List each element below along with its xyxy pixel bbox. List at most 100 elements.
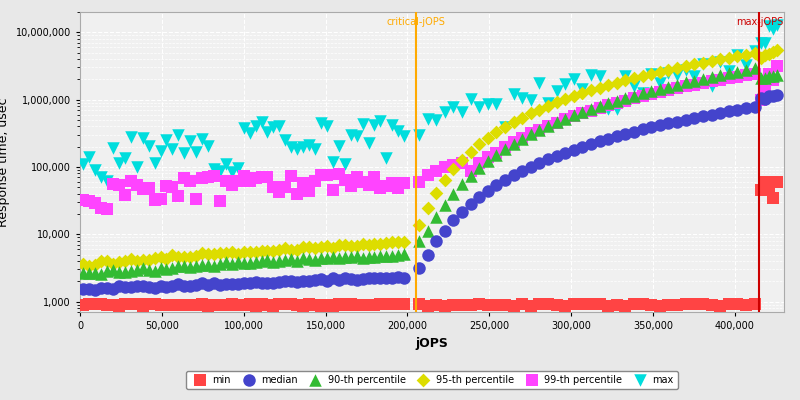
95-th percentile	[413, 222, 426, 228]
90-th percentile	[670, 81, 683, 88]
90-th percentile	[386, 252, 398, 259]
max	[602, 105, 614, 112]
median	[321, 278, 334, 284]
max	[585, 72, 598, 78]
median	[125, 284, 138, 290]
95-th percentile	[362, 241, 375, 248]
90-th percentile	[585, 106, 598, 112]
95-th percentile	[333, 242, 346, 248]
99-th percentile	[178, 175, 190, 182]
max	[113, 160, 126, 167]
90-th percentile	[214, 261, 226, 267]
90-th percentile	[602, 100, 614, 106]
max	[219, 161, 232, 168]
median	[297, 278, 310, 284]
95-th percentile	[356, 241, 369, 247]
min	[430, 302, 442, 308]
max	[567, 76, 580, 82]
90-th percentile	[297, 255, 310, 262]
median	[368, 274, 381, 281]
median	[754, 95, 767, 101]
90-th percentile	[184, 264, 197, 270]
max	[309, 146, 322, 152]
95-th percentile	[636, 73, 649, 79]
95-th percentile	[238, 248, 250, 255]
99-th percentile	[344, 183, 357, 189]
99-th percentile	[447, 162, 460, 168]
max	[321, 123, 334, 129]
max	[610, 106, 623, 112]
95-th percentile	[507, 119, 520, 125]
min	[754, 187, 767, 194]
min	[255, 301, 268, 308]
max	[542, 100, 554, 106]
95-th percentile	[261, 248, 274, 255]
min	[421, 302, 434, 309]
90-th percentile	[190, 262, 202, 269]
median	[309, 276, 322, 283]
median	[374, 275, 386, 281]
max	[654, 80, 666, 86]
max	[636, 89, 649, 96]
min	[516, 301, 529, 307]
median	[670, 118, 683, 125]
min	[654, 302, 666, 309]
max	[196, 136, 209, 142]
95-th percentile	[142, 257, 155, 264]
median	[763, 93, 776, 100]
max	[160, 137, 173, 143]
median	[421, 252, 434, 258]
95-th percentile	[464, 148, 477, 155]
99-th percentile	[309, 178, 322, 184]
90-th percentile	[125, 268, 138, 274]
max	[226, 169, 238, 176]
min	[731, 301, 744, 307]
min	[261, 302, 274, 309]
90-th percentile	[763, 72, 776, 79]
median	[101, 285, 114, 292]
min	[670, 302, 683, 308]
max	[238, 125, 250, 131]
median	[350, 277, 363, 283]
99-th percentile	[679, 83, 692, 90]
95-th percentile	[767, 49, 780, 55]
95-th percentile	[148, 255, 161, 262]
min	[413, 300, 426, 307]
min	[89, 301, 102, 307]
95-th percentile	[285, 246, 298, 253]
95-th percentile	[455, 156, 468, 163]
90-th percentile	[748, 65, 761, 72]
90-th percentile	[576, 109, 589, 115]
95-th percentile	[243, 249, 256, 256]
max	[362, 140, 375, 147]
min	[208, 302, 221, 308]
median	[338, 275, 351, 281]
median	[202, 282, 214, 288]
max	[688, 73, 701, 79]
95-th percentile	[231, 250, 244, 257]
90-th percentile	[594, 103, 606, 109]
95-th percentile	[705, 58, 718, 64]
90-th percentile	[250, 258, 262, 265]
min	[250, 302, 262, 309]
min	[77, 302, 90, 308]
90-th percentile	[106, 267, 119, 273]
min	[533, 300, 546, 307]
90-th percentile	[542, 123, 554, 129]
max	[314, 120, 327, 126]
90-th percentile	[243, 260, 256, 266]
90-th percentile	[628, 92, 641, 99]
90-th percentile	[166, 265, 179, 271]
max	[184, 138, 197, 144]
min	[763, 187, 776, 194]
max	[94, 174, 107, 180]
95-th percentile	[542, 103, 554, 109]
median	[333, 277, 346, 283]
median	[291, 279, 304, 285]
min	[464, 302, 477, 308]
max	[130, 164, 143, 171]
99-th percentile	[106, 181, 119, 187]
90-th percentile	[238, 260, 250, 266]
90-th percentile	[550, 119, 563, 126]
min	[302, 301, 315, 308]
